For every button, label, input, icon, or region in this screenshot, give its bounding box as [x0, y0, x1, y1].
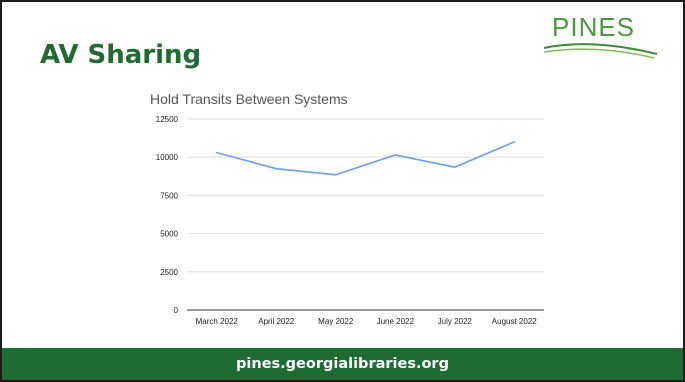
x-tick-label: April 2022 — [258, 317, 295, 326]
y-tick-label: 2500 — [160, 268, 178, 277]
logo-swoosh-upper — [543, 43, 658, 55]
data-point — [513, 141, 516, 143]
series-line — [216, 141, 515, 176]
logo-swoosh-lower — [543, 48, 655, 59]
y-axis-ticks: 0 2500 5000 7500 10000 12500 — [156, 115, 179, 315]
y-tick-label: 12500 — [156, 115, 179, 124]
y-tick-label: 10000 — [156, 153, 179, 162]
chart-series — [215, 141, 516, 176]
data-point — [334, 173, 337, 176]
y-tick-label: 0 — [174, 306, 179, 315]
x-tick-label: August 2022 — [492, 317, 537, 326]
x-tick-label: July 2022 — [438, 317, 473, 326]
data-point — [394, 154, 397, 156]
footer-bar: pines.georgialibraries.org — [2, 348, 683, 380]
chart-grid — [187, 118, 544, 311]
data-point — [453, 166, 456, 168]
y-tick-label: 7500 — [160, 191, 178, 200]
line-chart: Hold Transits Between Systems 0 2500 5000 7… — [150, 91, 544, 326]
x-tick-label: June 2022 — [377, 317, 415, 326]
logo-text: PINES — [552, 12, 635, 42]
data-point — [275, 167, 278, 170]
slide-title: AV Sharing — [40, 40, 202, 70]
footer-url: pines.georgialibraries.org — [236, 356, 449, 372]
data-point — [215, 151, 218, 154]
pines-logo: PINES — [543, 12, 658, 59]
y-tick-label: 5000 — [160, 230, 178, 239]
chart-title: Hold Transits Between Systems — [150, 91, 348, 107]
x-axis-ticks: March 2022 April 2022 May 2022 June 2022 Jul… — [196, 317, 538, 326]
x-tick-label: March 2022 — [196, 317, 239, 326]
x-tick-label: May 2022 — [318, 317, 354, 326]
